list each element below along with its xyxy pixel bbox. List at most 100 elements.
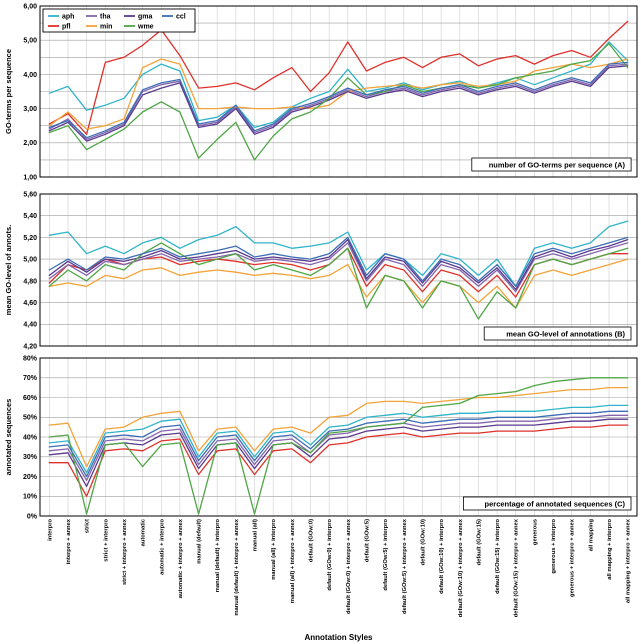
x-tick-label: manual (default) <box>197 519 203 564</box>
x-tick-label: default (GOw:5) + interpro + annex <box>402 518 408 614</box>
y-tick-label: 6,00 <box>23 3 37 10</box>
series-min-line <box>48 58 629 130</box>
chart-caption: number of GO-terms per sequence (A) <box>489 161 626 170</box>
y-axis-title: annotated sequences <box>4 399 13 476</box>
y-tick-label: 4,00 <box>23 72 37 79</box>
legend-label-wme: wme <box>137 24 154 31</box>
series-ccl-line <box>48 410 629 478</box>
y-tick-label: 0% <box>27 513 38 520</box>
legend: aph tha gma ccl pfl min wme <box>42 8 196 33</box>
chart-caption: percentage of annotated sequences (C) <box>485 500 626 509</box>
y-tick-label: 30% <box>23 454 38 461</box>
y-axis-title: GO-terms per sequence <box>4 49 13 134</box>
x-axis-labels: interpro interpro + annex strict strict + i… <box>47 518 631 617</box>
legend-label-pfl: pfl <box>62 24 71 31</box>
series-min-line <box>48 258 629 309</box>
chart-caption-box <box>483 326 632 341</box>
x-tick-label: default (GOw:5) <box>365 519 371 562</box>
x-tick-label: manual (default) + interpro <box>215 519 221 593</box>
y-axis-title: mean GO-level of annots. <box>4 225 13 315</box>
y-tick-label: 4,40 <box>23 322 37 329</box>
x-tick-label: default (GOw:15) + interpro <box>495 519 501 594</box>
x-tick-label: generous <box>532 519 538 545</box>
chart-B: 4,20 4,40 4,60 4,80 5,00 5,20 5,40 5,60 mean GO-… <box>4 191 638 350</box>
x-tick-label: manual (all) <box>253 519 259 551</box>
series-min-line <box>48 386 629 468</box>
y-tick-label: 2,00 <box>23 140 37 147</box>
y-tick-label: 60% <box>23 395 38 402</box>
legend-label-aph: aph <box>62 14 74 21</box>
y-tick-label: 4,60 <box>23 300 37 307</box>
x-tick-label: all mapping <box>588 519 594 552</box>
y-tick-label: 50% <box>23 415 38 422</box>
series-ccl-line <box>48 61 629 139</box>
legend-label-ccl: ccl <box>176 14 186 21</box>
series-aph-line <box>48 220 629 287</box>
x-tick-label: strict + interpro + annex <box>122 518 128 585</box>
x-tick-label: all mapping + interpro + annex <box>626 518 632 603</box>
x-tick-label: default (GOw:15) <box>476 519 482 565</box>
series-aph-line <box>48 404 629 474</box>
series-gma-line <box>48 238 629 291</box>
x-tick-label: generous + interpro + annex <box>570 518 576 597</box>
x-tick-label: default (GOw:10) <box>421 519 427 565</box>
x-tick-label: default (GOw:5) + interpro <box>383 519 389 591</box>
x-tick-label: interpro <box>47 519 53 541</box>
y-tick-label: 70% <box>23 375 38 382</box>
plot-border <box>39 5 638 178</box>
x-tick-label: manual (default) + interpro + annex <box>234 518 240 615</box>
series-tha-line <box>48 414 629 482</box>
x-tick-label: automatic + interpro <box>159 519 165 575</box>
chart-C: 0% 10% 20% 30% 40% 50% 60% 70% 80% percentage of … <box>4 355 638 520</box>
x-tick-label: generous + interpro <box>551 519 557 574</box>
y-tick-label: 5,40 <box>23 213 37 220</box>
series-pfl-line <box>48 20 629 135</box>
x-axis-title: Annotation Styles <box>304 633 373 642</box>
chart-caption-box <box>462 496 632 511</box>
y-tick-label: 4,20 <box>23 343 37 350</box>
y-tick-label: 5,20 <box>23 235 37 242</box>
x-tick-label: default (GOw:0) + interpro <box>327 519 333 591</box>
x-tick-label: default (GOw:0) <box>309 519 315 562</box>
y-tick-label: 5,60 <box>23 191 37 198</box>
y-tick-label: 5,00 <box>23 257 37 264</box>
y-tick-label: 40% <box>23 434 38 441</box>
series-wme-line <box>48 42 629 161</box>
series-pfl-line <box>48 424 629 497</box>
legend-box <box>42 8 196 33</box>
series-ccl-line <box>48 236 629 287</box>
x-tick-label: automatic + interpro + annex <box>178 518 184 598</box>
x-tick-label: strict <box>85 519 91 533</box>
y-tick-label: 80% <box>23 355 38 362</box>
x-tick-label: interpro + annex <box>66 518 72 564</box>
x-tick-label: strict + interpro <box>103 519 109 562</box>
chart-caption: mean GO-level of annotations (B) <box>506 330 625 339</box>
x-tick-label: manual (all) + interpro <box>271 519 277 580</box>
series-aph-line <box>48 41 629 129</box>
y-tick-label: 3,00 <box>23 106 37 113</box>
y-tick-label: 10% <box>23 494 38 501</box>
legend-label-min: min <box>100 24 112 31</box>
y-tick-label: 1,00 <box>23 174 37 181</box>
x-tick-label: automatic <box>141 518 147 546</box>
x-tick-label: all mapping + interpro <box>607 519 613 580</box>
legend-label-gma: gma <box>138 14 153 21</box>
y-tick-label: 20% <box>23 474 38 481</box>
x-tick-label: default (GOw:0) + interpro + annex <box>346 518 352 614</box>
chart-caption-box <box>471 157 632 172</box>
legend-label-tha: tha <box>100 14 111 21</box>
y-tick-label: 5,00 <box>23 38 37 45</box>
series-wme-line <box>48 377 629 515</box>
series-gma-line <box>48 418 629 488</box>
x-tick-label: manual (all) + interpro + annex <box>290 518 296 603</box>
x-tick-label: default (GOw:10) + interpro <box>439 519 445 594</box>
plot-border <box>39 357 638 517</box>
plot-border <box>39 193 638 347</box>
x-tick-label: default (GOw:15) + interpro + annex <box>514 518 520 617</box>
series-gma-line <box>48 65 629 142</box>
chart-A: 1,00 2,00 3,00 4,00 5,00 6,00 number of GO-ter… <box>4 3 638 181</box>
series-wme-line <box>48 242 629 320</box>
x-tick-label: default (GOw:10) + interpro + annex <box>458 518 464 617</box>
